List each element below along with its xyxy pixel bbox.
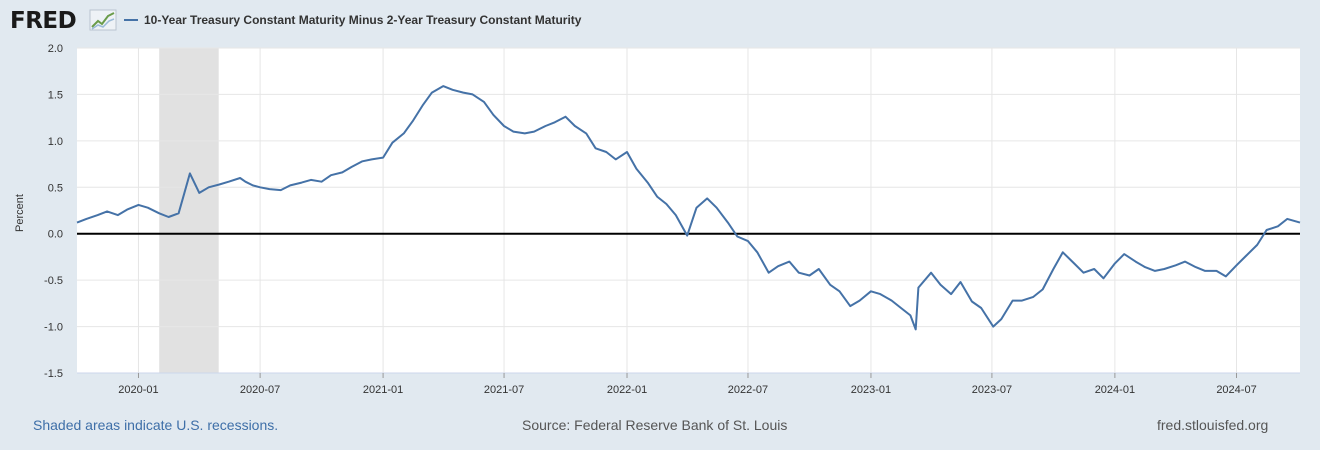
y-tick-label: -1.0: [44, 322, 63, 334]
x-tick-label: 2021-07: [484, 384, 524, 396]
y-axis: 2.0 1.5 1.0 0.5 0.0 -0.5 -1.0 -1.5: [44, 43, 63, 380]
y-tick-label: -1.5: [44, 368, 63, 380]
y-tick-label: -0.5: [44, 275, 63, 287]
legend-label: 10-Year Treasury Constant Maturity Minus…: [144, 13, 582, 27]
x-tick-label: 2022-01: [607, 384, 647, 396]
x-tick-label: 2024-07: [1216, 384, 1256, 396]
recession-layer: [159, 48, 219, 373]
legend-swatch: [124, 19, 138, 21]
plot-area: [77, 48, 1300, 373]
y-tick-label: 0.0: [48, 229, 63, 241]
y-tick-label: 0.5: [48, 182, 63, 194]
x-tick-label: 2022-07: [728, 384, 768, 396]
x-tick-label: 2023-01: [851, 384, 891, 396]
y-tick-label: 2.0: [48, 43, 63, 55]
y-tick-label: 1.5: [48, 89, 63, 101]
fred-logo[interactable]: FRED: [10, 6, 118, 34]
x-axis: 2020-01 2020-07 2021-01 2021-07 2022-01 2022-…: [118, 373, 1257, 396]
site-link[interactable]: fred.stlouisfed.org: [1157, 417, 1269, 433]
recession-note[interactable]: Shaded areas indicate U.S. recessions.: [33, 417, 279, 433]
y-axis-label: Percent: [14, 194, 26, 232]
chart-legend: 10-Year Treasury Constant Maturity Minus…: [124, 12, 581, 28]
x-tick-label: 2024-01: [1095, 384, 1135, 396]
series-line: [76, 85, 1301, 331]
source-credit: Source: Federal Reserve Bank of St. Loui…: [522, 417, 788, 433]
x-tick-label: 2023-07: [972, 384, 1012, 396]
x-tick-label: 2020-07: [240, 384, 280, 396]
y-tick-label: 1.0: [48, 136, 63, 148]
x-tick-label: 2020-01: [118, 384, 158, 396]
fred-logo-text: FRED: [10, 8, 76, 32]
line-graph-icon: [89, 9, 117, 31]
x-tick-label: 2021-01: [363, 384, 403, 396]
chart: 2.01.51.00.50.0-0.5-1.0-1.5 2020-01 2020-…: [14, 43, 1301, 396]
recession-band: [159, 48, 219, 373]
series-layer: [76, 85, 1301, 331]
